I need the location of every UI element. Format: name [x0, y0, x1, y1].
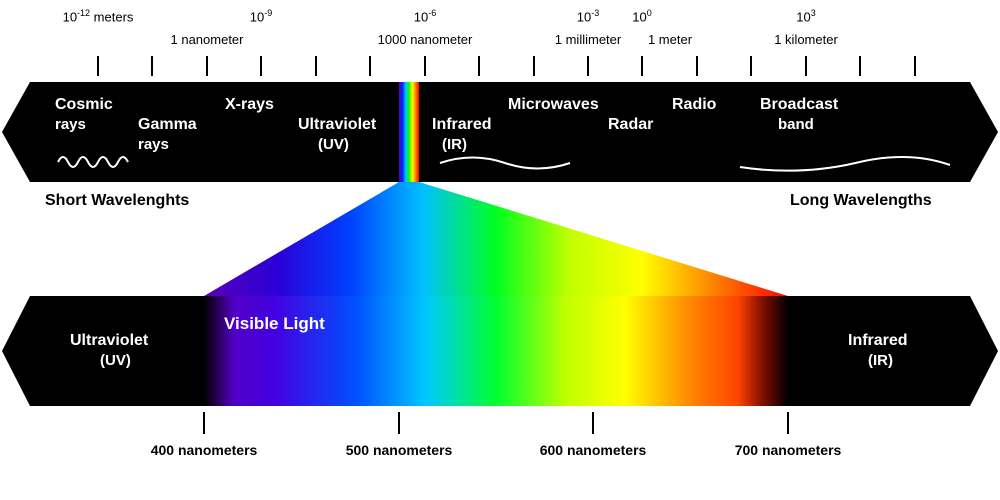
bottom-tick-1: [398, 412, 400, 434]
short-wavelengths-caption: Short Wavelenghts: [45, 192, 189, 210]
long-wavelengths-caption: Long Wavelengths: [790, 192, 932, 210]
top-scale-power-2: 10-6: [414, 8, 436, 24]
top-tick-4: [315, 56, 317, 76]
top-tick-0: [97, 56, 99, 76]
top-tick-15: [914, 56, 916, 76]
region-label-7: Radio: [672, 96, 716, 114]
top-tick-9: [587, 56, 589, 76]
top-tick-1: [151, 56, 153, 76]
region-label-4: Infrared: [432, 116, 492, 134]
uv-end-label: Ultraviolet: [70, 332, 148, 350]
region-label-6: Radar: [608, 116, 653, 134]
top-tick-6: [424, 56, 426, 76]
top-scale-power-4: 100: [632, 8, 651, 24]
bottom-tick-label-0: 400 nanometers: [151, 442, 258, 458]
bottom-tick-label-2: 600 nanometers: [540, 442, 647, 458]
top-tick-14: [859, 56, 861, 76]
ir-end-label-line2: (IR): [868, 352, 893, 369]
bottom-tick-0: [203, 412, 205, 434]
top-tick-5: [369, 56, 371, 76]
top-tick-2: [206, 56, 208, 76]
bottom-tick-label-3: 700 nanometers: [735, 442, 842, 458]
top-scale-power-1: 10-9: [250, 8, 272, 24]
bottom-tick-2: [592, 412, 594, 434]
top-scale-unit-3: 1 meter: [648, 32, 692, 47]
top-tick-11: [696, 56, 698, 76]
visible-light-title: Visible Light: [224, 314, 325, 334]
projection-cone: [0, 0, 1000, 500]
visible-fade-left: [204, 296, 234, 406]
top-scale-power-5: 103: [796, 8, 815, 24]
top-tick-13: [805, 56, 807, 76]
region-label-1: Gamma: [138, 116, 197, 134]
top-scale-power-3: 10-3: [577, 8, 599, 24]
region-label-3: Ultraviolet: [298, 116, 376, 134]
region-label-2: X-rays: [225, 96, 274, 114]
region-label-1-line2: rays: [138, 136, 169, 153]
uv-end-label-line2: (UV): [100, 352, 131, 369]
visible-spectrum-gradient: [204, 296, 788, 406]
top-tick-8: [533, 56, 535, 76]
bottom-tick-3: [787, 412, 789, 434]
visible-fade-right: [738, 296, 788, 406]
wave-squiggle-low_freq: [740, 148, 950, 178]
top-scale-unit-0: 1 nanometer: [171, 32, 244, 47]
visible-stripe: [399, 82, 419, 182]
bottom-tick-label-1: 500 nanometers: [346, 442, 453, 458]
wave-squiggle-mid_freq: [440, 150, 570, 176]
top-tick-3: [260, 56, 262, 76]
region-label-8: Broadcast: [760, 96, 838, 114]
top-scale-unit-4: 1 kilometer: [774, 32, 838, 47]
wave-squiggle-high_freq: [58, 150, 128, 174]
region-label-0: Cosmic: [55, 96, 113, 114]
top-scale-unit-1: 1000 nanometer: [378, 32, 473, 47]
region-label-3-line2: (UV): [318, 136, 349, 153]
top-tick-10: [641, 56, 643, 76]
region-label-8-line2: band: [778, 116, 814, 133]
top-tick-12: [750, 56, 752, 76]
ir-end-label: Infrared: [848, 332, 908, 350]
region-label-5: Microwaves: [508, 96, 599, 114]
top-scale-power-0: 10-12 meters: [63, 8, 134, 24]
top-tick-7: [478, 56, 480, 76]
region-label-0-line2: rays: [55, 116, 86, 133]
top-scale-unit-2: 1 millimeter: [555, 32, 621, 47]
